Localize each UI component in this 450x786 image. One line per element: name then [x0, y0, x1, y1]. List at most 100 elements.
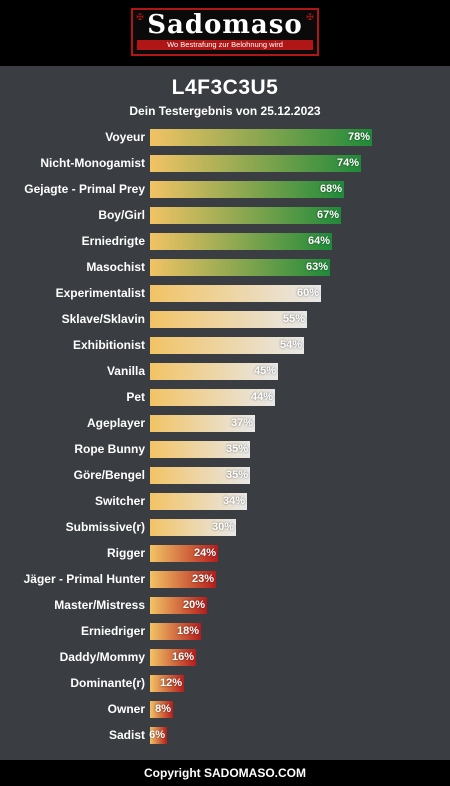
bar-label: Switcher — [94, 494, 145, 508]
bar-label: Sadist — [108, 728, 145, 742]
bar: 45% — [150, 363, 278, 380]
bar: 55% — [150, 311, 307, 328]
bar-value-label: 6% — [149, 729, 165, 741]
bar-row: Nicht-Monogamist 74% — [0, 154, 450, 172]
logo-title: Sadomaso — [147, 10, 303, 40]
bar: 44% — [150, 389, 275, 406]
ornament-icon: ✠ — [306, 42, 314, 52]
bar: 35% — [150, 441, 250, 458]
bar: 16% — [150, 649, 196, 666]
bar-label: Voyeur — [105, 130, 145, 144]
bar-value-label: 16% — [171, 651, 194, 663]
bar-label: Erniedriger — [80, 624, 145, 638]
bar: 60% — [150, 285, 321, 302]
bar-value-label: 45% — [253, 365, 276, 377]
bar-row: Boy/Girl 67% — [0, 206, 450, 224]
bar: 35% — [150, 467, 250, 484]
bar-label: Rigger — [106, 546, 145, 560]
bar-label: Erniedrigte — [81, 234, 145, 248]
bar: 8% — [150, 701, 173, 718]
bar-row: Göre/Bengel 35% — [0, 466, 450, 484]
bar-row: Experimentalist 60% — [0, 284, 450, 302]
bar-row: Jäger - Primal Hunter 23% — [0, 570, 450, 588]
bar-row: Vanilla 45% — [0, 362, 450, 380]
bar-label: Jäger - Primal Hunter — [23, 572, 145, 586]
bar-value-label: 18% — [176, 625, 199, 637]
bar-row: Exhibitionist 54% — [0, 336, 450, 354]
bar-value-label: 34% — [222, 495, 245, 507]
bar: 23% — [150, 571, 216, 588]
bar-label: Dominante(r) — [70, 676, 145, 690]
bar: 20% — [150, 597, 207, 614]
bar-value-label: 74% — [336, 157, 359, 169]
bar-row: Rope Bunny 35% — [0, 440, 450, 458]
bar-row: Erniedriger 18% — [0, 622, 450, 640]
bar-value-label: 35% — [225, 469, 248, 481]
ornament-icon: ✠ — [136, 42, 144, 52]
bar: 64% — [150, 233, 332, 250]
header: ✠ ✠ ✠ ✠ Sadomaso Wo Bestrafung zur Beloh… — [0, 0, 450, 66]
bar: 34% — [150, 493, 247, 510]
bar-value-label: 64% — [307, 235, 330, 247]
bar-label: Experimentalist — [55, 286, 145, 300]
bar-label: Boy/Girl — [98, 208, 145, 222]
bar-row: Submissive(r) 30% — [0, 518, 450, 536]
bar-value-label: 23% — [191, 573, 214, 585]
bar-row: Switcher 34% — [0, 492, 450, 510]
bar-value-label: 54% — [279, 339, 302, 351]
bar-value-label: 30% — [211, 521, 234, 533]
bar: 54% — [150, 337, 304, 354]
bar-row: Sklave/Sklavin 55% — [0, 310, 450, 328]
bar: 24% — [150, 545, 218, 562]
bar-row: Master/Mistress 20% — [0, 596, 450, 614]
logo-tagline: Wo Bestrafung zur Belohnung wird — [137, 40, 313, 50]
bar: 67% — [150, 207, 341, 224]
sadomaso-logo[interactable]: ✠ ✠ ✠ ✠ Sadomaso Wo Bestrafung zur Beloh… — [131, 8, 319, 56]
bar-label: Nicht-Monogamist — [40, 156, 145, 170]
bar-label: Daddy/Mommy — [59, 650, 145, 664]
footer-copyright: Copyright SADOMASO.COM — [0, 760, 450, 786]
bar-label: Submissive(r) — [65, 520, 145, 534]
bar-value-label: 68% — [319, 183, 342, 195]
bar: 78% — [150, 129, 372, 146]
ornament-icon: ✠ — [306, 12, 314, 22]
bar: 18% — [150, 623, 201, 640]
bar-value-label: 8% — [155, 703, 171, 715]
bar-row: Dominante(r) 12% — [0, 674, 450, 692]
bar-row: Owner 8% — [0, 700, 450, 718]
bar: 37% — [150, 415, 255, 432]
bar: 68% — [150, 181, 344, 198]
bar-label: Sklave/Sklavin — [61, 312, 145, 326]
bar-value-label: 24% — [193, 547, 216, 559]
bar-value-label: 35% — [225, 443, 248, 455]
bar-value-label: 20% — [182, 599, 205, 611]
result-title: L4F3C3U5 — [171, 76, 279, 99]
bar-label: Owner — [107, 702, 145, 716]
bar-label: Master/Mistress — [54, 598, 145, 612]
bar-label: Gejagte - Primal Prey — [24, 182, 145, 196]
bar: 74% — [150, 155, 361, 172]
bar-row: Ageplayer 37% — [0, 414, 450, 432]
bar-row: Rigger 24% — [0, 544, 450, 562]
bar: 6% — [149, 727, 167, 744]
bar-row: Erniedrigte 64% — [0, 232, 450, 250]
bar-value-label: 44% — [250, 391, 273, 403]
bar: 30% — [150, 519, 236, 536]
bar-value-label: 60% — [296, 287, 319, 299]
bar-label: Exhibitionist — [73, 338, 145, 352]
bar-value-label: 63% — [305, 261, 328, 273]
bar-value-label: 78% — [347, 131, 370, 143]
bar-row: Daddy/Mommy 16% — [0, 648, 450, 666]
bar-label: Göre/Bengel — [73, 468, 145, 482]
bar-value-label: 67% — [316, 209, 339, 221]
ornament-icon: ✠ — [136, 12, 144, 22]
bar-label: Vanilla — [106, 364, 145, 378]
bar: 12% — [150, 675, 184, 692]
bar-row: Masochist 63% — [0, 258, 450, 276]
bar-label: Masochist — [86, 260, 145, 274]
bar-label: Pet — [126, 390, 145, 404]
bar-row: Pet 44% — [0, 388, 450, 406]
bar: 63% — [150, 259, 330, 276]
bar-value-label: 12% — [159, 677, 182, 689]
bar-value-label: 37% — [230, 417, 253, 429]
